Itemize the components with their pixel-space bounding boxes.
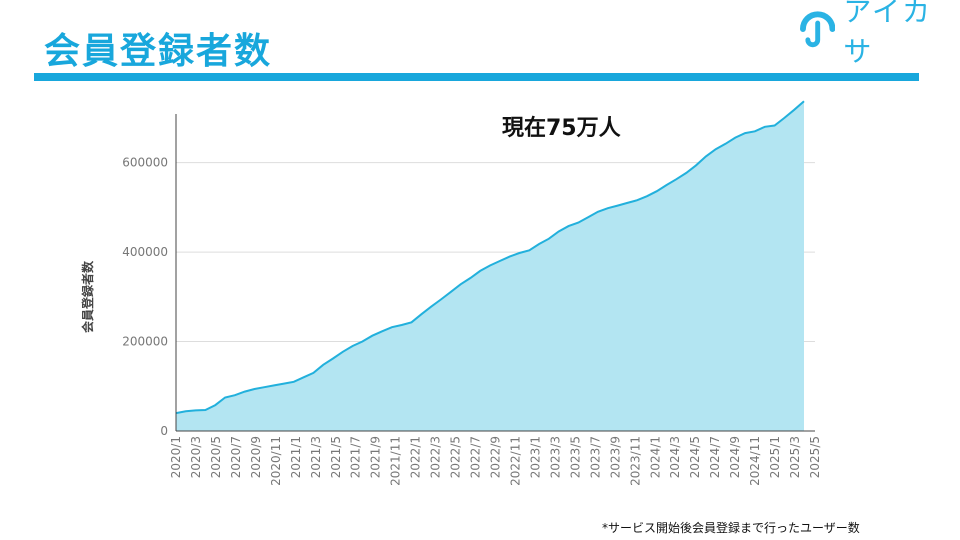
x-tick-label: 2021/3: [309, 436, 323, 478]
x-tick-label: 2021/1: [289, 436, 303, 478]
x-tick-label: 2024/3: [668, 436, 682, 478]
x-tick-label: 2023/5: [568, 436, 582, 478]
y-tick-label: 200000: [122, 335, 168, 349]
x-tick-label: 2021/7: [349, 436, 363, 478]
x-tick-label: 2025/3: [788, 436, 802, 478]
umbrella-logo-icon: [800, 11, 836, 48]
title-underline: [34, 73, 919, 81]
x-tick-label: 2022/5: [449, 436, 463, 478]
footnote: *サービス開始後会員登録まで行ったユーザー数: [602, 521, 860, 535]
y-axis-title: 会員登録者数: [80, 260, 95, 333]
y-tick-label: 600000: [122, 156, 168, 170]
x-tick-label: 2021/11: [389, 436, 403, 486]
x-tick-label: 2024/1: [648, 436, 662, 478]
x-tick-label: 2024/11: [748, 436, 762, 486]
x-tick-label: 2024/5: [688, 436, 702, 478]
y-tick-label: 0: [160, 424, 168, 438]
x-tick-label: 2021/5: [329, 436, 343, 478]
x-tick-label: 2020/5: [209, 436, 223, 478]
y-tick-labels: 0 200000 400000 600000: [122, 156, 168, 438]
x-tick-label: 2023/9: [608, 436, 622, 478]
series-line: [175, 100, 805, 415]
x-tick-label: 2022/9: [489, 436, 503, 478]
x-tick-label: 2022/3: [429, 436, 443, 478]
x-tick-label: 2020/11: [269, 436, 283, 486]
x-tick-label: 2023/11: [628, 436, 642, 486]
x-tick-label: 2024/9: [728, 436, 742, 478]
x-tick-label: 2021/9: [369, 436, 383, 478]
x-tick-label: 2023/1: [528, 436, 542, 478]
x-tick-label: 2022/7: [469, 436, 483, 478]
x-tick-label: 2020/1: [169, 436, 183, 478]
x-tick-label: 2020/9: [249, 436, 263, 478]
x-tick-label: 2020/7: [229, 436, 243, 478]
x-tick-label: 2024/7: [708, 436, 722, 478]
logo-text: アイカサ: [843, 0, 932, 68]
x-tick-label: 2022/1: [409, 436, 423, 478]
page-title: 会員登録者数: [44, 31, 273, 72]
x-tick-label: 2023/7: [588, 436, 602, 478]
y-tick-label: 400000: [122, 245, 168, 259]
x-tick-label: 2022/11: [508, 436, 522, 486]
current-total-annotation: 現在75万人: [502, 116, 621, 141]
x-tick-label: 2023/3: [548, 436, 562, 478]
x-tick-label: 2025/1: [768, 436, 782, 478]
x-tick-label: 2020/3: [189, 436, 203, 478]
x-tick-labels: 2020/1 2020/3 2020/5 2020/7 2020/9 2020/11 202…: [169, 436, 822, 486]
brand-logo: アイカサ: [800, 0, 960, 68]
x-tick-label: 2025/5: [808, 436, 822, 478]
axes: [175, 114, 815, 432]
